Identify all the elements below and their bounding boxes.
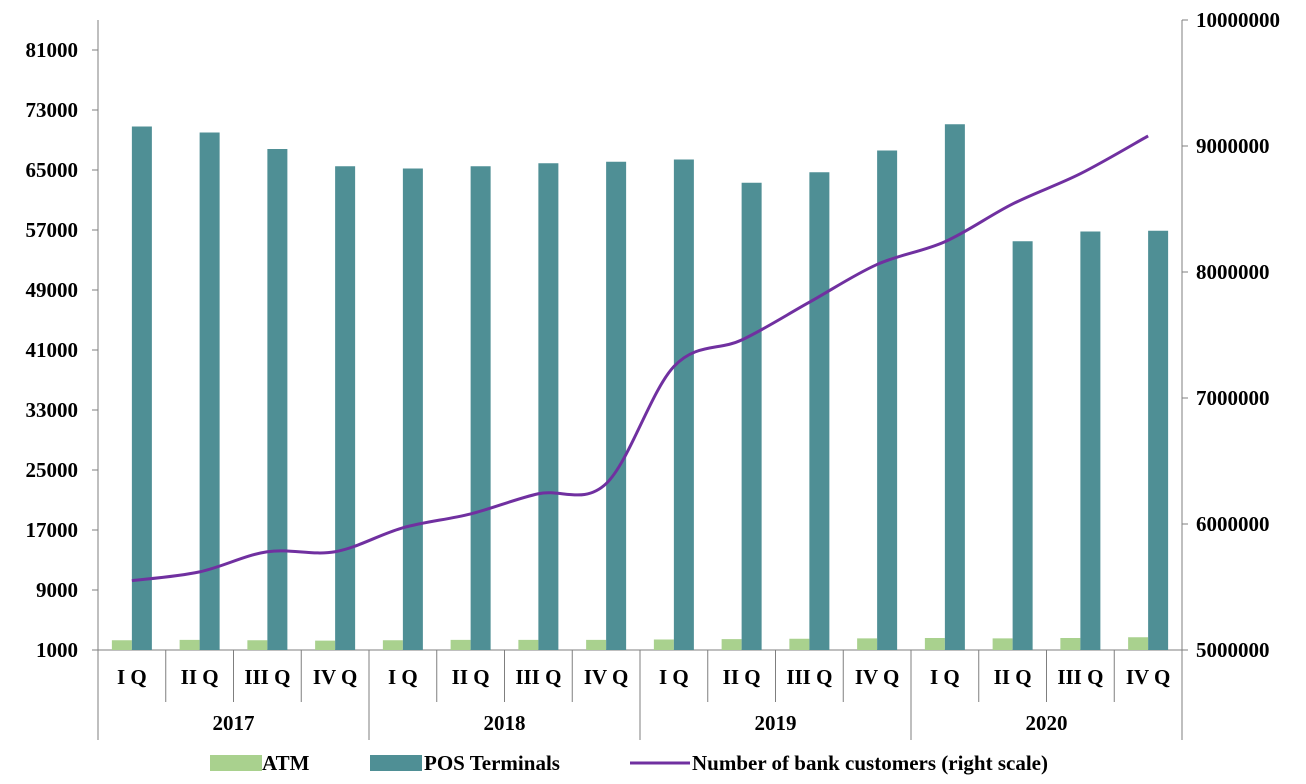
labels-layer: 1000 9000 17000 25000 33000 41000 49000 57000 65… (26, 8, 1281, 735)
category-label: III Q (244, 665, 290, 689)
customers-line (131, 134, 1149, 583)
left-tick-label: 9000 (36, 578, 78, 602)
category-label: I Q (388, 665, 418, 689)
atm-bar (247, 640, 268, 650)
bars-layer (111, 124, 1169, 650)
right-tick-label: 7000000 (1196, 386, 1270, 410)
pos-bar (741, 182, 762, 650)
pos-bar (402, 168, 423, 650)
left-tick-label: 25000 (26, 458, 79, 482)
atm-bar (653, 639, 674, 650)
atm-bar (450, 639, 471, 650)
atm-bar (111, 640, 132, 650)
year-label: 2020 (1026, 711, 1068, 735)
left-tick-label: 49000 (26, 278, 79, 302)
category-label: III Q (515, 665, 561, 689)
category-label: IV Q (584, 665, 629, 689)
category-label: I Q (659, 665, 689, 689)
right-tick-label: 8000000 (1196, 260, 1270, 284)
pos-bar (944, 124, 965, 650)
left-tick-label: 1000 (36, 638, 78, 662)
year-label: 2018 (484, 711, 526, 735)
left-tick-label: 33000 (26, 398, 79, 422)
right-tick-label: 9000000 (1196, 134, 1270, 158)
category-label: II Q (994, 665, 1032, 689)
category-label: II Q (181, 665, 219, 689)
pos-bar (199, 132, 220, 650)
pos-bar (606, 161, 627, 650)
category-label: II Q (452, 665, 490, 689)
legend-swatch-pos (370, 755, 422, 771)
atm-bar (789, 638, 810, 650)
right-tick-label: 5000000 (1196, 638, 1270, 662)
atm-bar (315, 640, 336, 650)
atm-bar (857, 638, 878, 650)
left-tick-label: 41000 (26, 338, 79, 362)
left-tick-label: 73000 (26, 98, 79, 122)
pos-bar (335, 166, 356, 650)
atm-bar (382, 640, 403, 650)
atm-bar (1128, 637, 1149, 650)
atm-bar (1060, 638, 1081, 650)
legend-label-atm: ATM (262, 751, 310, 775)
atm-bar (179, 639, 200, 650)
category-label: IV Q (1126, 665, 1171, 689)
pos-bar (267, 149, 288, 650)
atm-bar (518, 639, 539, 650)
category-label: III Q (1057, 665, 1103, 689)
pos-bar (1012, 241, 1033, 650)
category-label: IV Q (855, 665, 900, 689)
left-tick-label: 65000 (26, 158, 79, 182)
year-label: 2019 (755, 711, 797, 735)
atm-bar (721, 639, 742, 650)
left-tick-label: 17000 (26, 518, 79, 542)
line-layer (131, 134, 1149, 583)
pos-bar (1148, 230, 1169, 650)
year-label: 2017 (213, 711, 255, 735)
pos-bar (809, 172, 830, 650)
pos-bar (673, 159, 694, 650)
pos-bar (1080, 231, 1101, 650)
right-tick-label: 10000000 (1196, 8, 1280, 32)
atm-bar (924, 638, 945, 650)
category-label: IV Q (313, 665, 358, 689)
atm-bar (992, 638, 1013, 650)
category-label: I Q (117, 665, 147, 689)
legend-label-pos: POS Terminals (424, 751, 560, 775)
pos-bar (131, 126, 152, 650)
pos-bar (470, 166, 491, 650)
atm-bar (586, 639, 607, 650)
pos-bar (877, 150, 898, 650)
pos-bar (538, 163, 559, 650)
category-label: I Q (930, 665, 960, 689)
legend-label-customers: Number of bank customers (right scale) (692, 751, 1048, 775)
right-tick-label: 6000000 (1196, 512, 1270, 536)
category-label: II Q (723, 665, 761, 689)
category-label: III Q (786, 665, 832, 689)
legend-swatch-atm (210, 755, 262, 771)
left-tick-label: 57000 (26, 218, 79, 242)
legend: ATM POS Terminals Number of bank customers… (210, 751, 1048, 775)
left-tick-label: 81000 (26, 38, 79, 62)
